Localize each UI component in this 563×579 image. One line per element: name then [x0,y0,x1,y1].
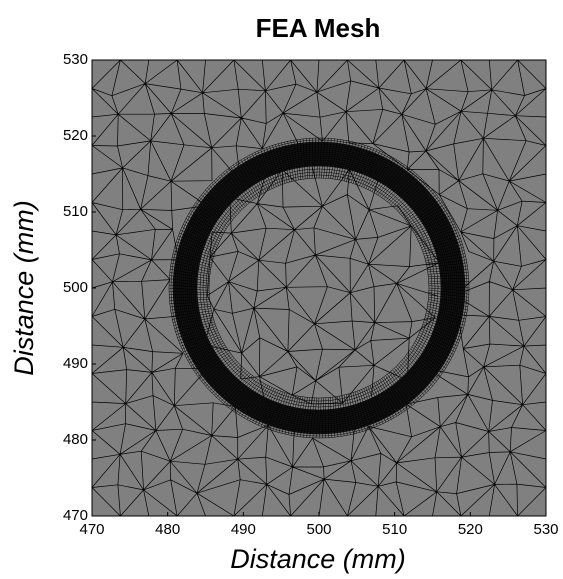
chart: FEA Mesh Distance (mm) Distance (mm) 470… [0,0,563,579]
y-tick-label: 470 [63,507,88,524]
y-tick-label: 510 [63,203,88,220]
x-tick-label: 480 [155,521,180,538]
x-tick-label: 520 [458,521,483,538]
x-axis-label: Distance (mm) [230,544,406,574]
plot-area [92,60,546,516]
x-tick-label: 530 [533,521,558,538]
chart-title: FEA Mesh [256,13,381,43]
x-tick-label: 500 [306,521,331,538]
x-tick-label: 510 [382,521,407,538]
y-tick-label: 520 [63,127,88,144]
y-tick-label: 500 [63,279,88,296]
y-tick-label: 490 [63,355,88,372]
y-tick-label: 480 [63,431,88,448]
y-axis-label: Distance (mm) [9,200,39,376]
x-tick-label: 490 [231,521,256,538]
y-tick-label: 530 [63,51,88,68]
